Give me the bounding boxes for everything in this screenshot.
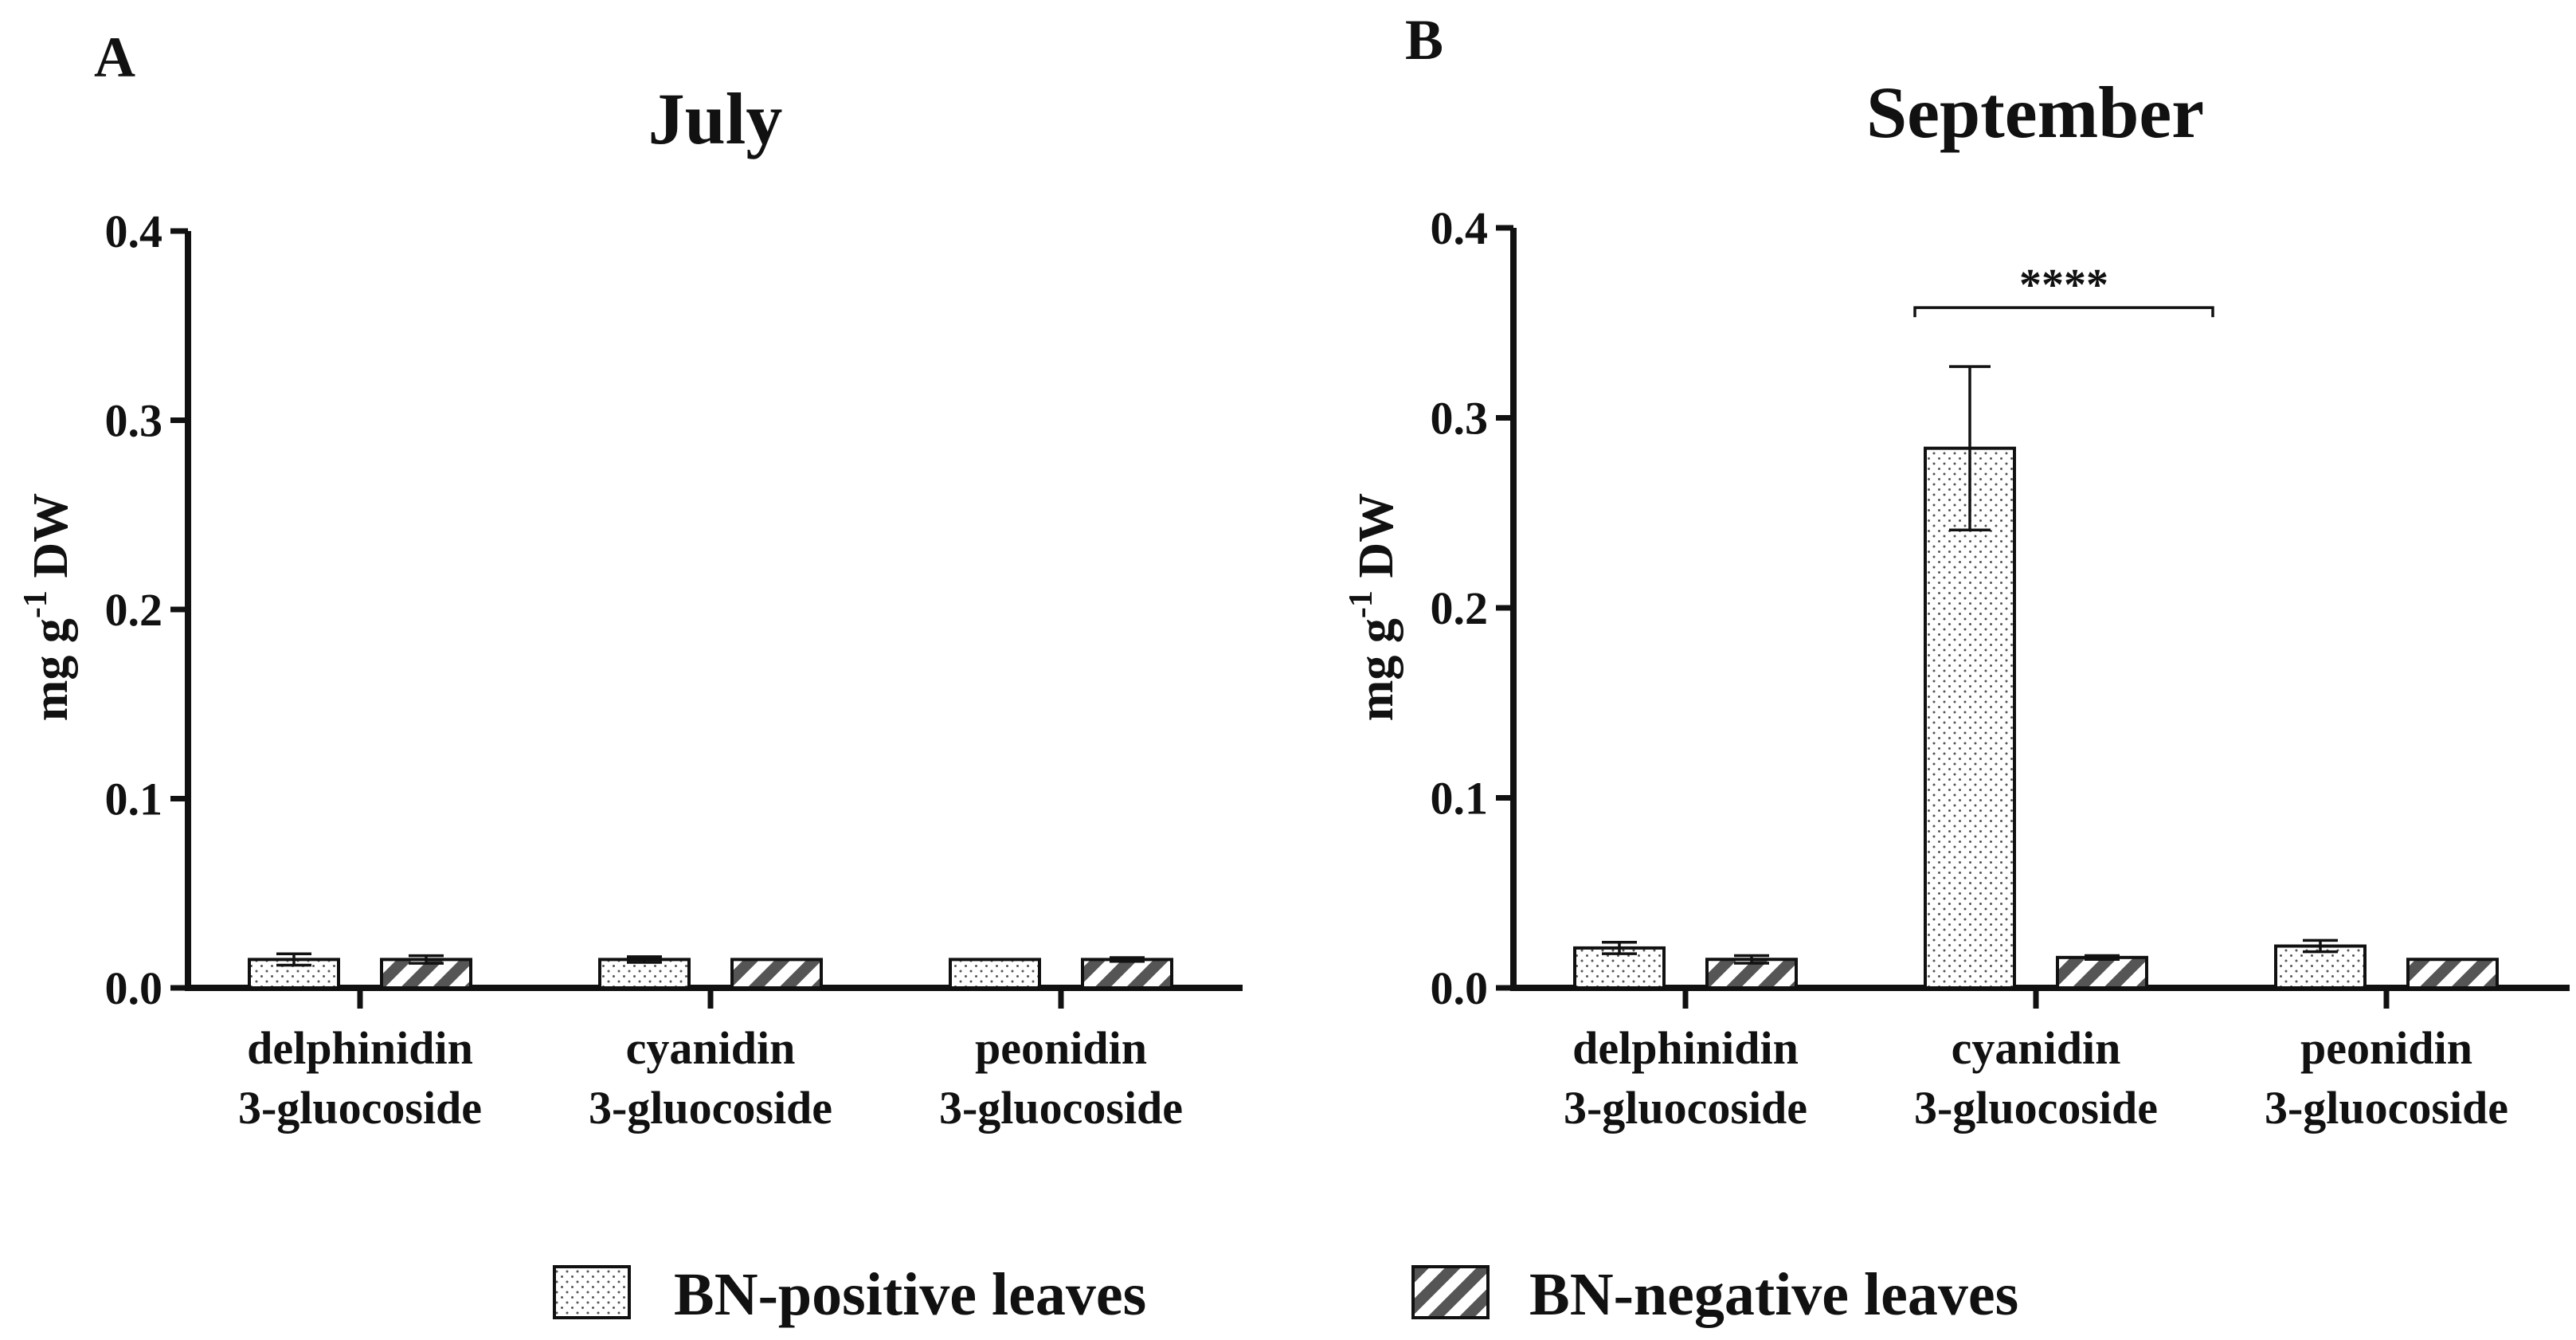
error-bar	[1110, 956, 1145, 963]
panel-b-letter: B	[1405, 8, 1443, 72]
bar-bn-negative	[2406, 958, 2499, 989]
x-category-label-line2: 3-gluocoside	[1914, 1082, 2158, 1134]
y-tick-label: 0.3	[1431, 393, 1489, 445]
panel-b-plot-area: 0.0 0.1 0.2 0.3 0.4 delphinidin 3-gluocoside cy…	[1431, 202, 2570, 1134]
error-bar	[2085, 954, 2120, 961]
legend-item-bn-negative: BN-negative leaves	[1411, 1261, 2018, 1328]
panel-a-letter: A	[94, 25, 135, 89]
x-category-label-line1: delphinidin	[247, 1022, 473, 1074]
y-tick-label: 0.4	[1431, 202, 1489, 254]
panel-a-y-axis-label: mg g-1 DW	[18, 493, 78, 721]
bar-bn-positive	[598, 958, 691, 989]
x-category-label-line1: peonidin	[975, 1022, 1147, 1074]
panel-a-title: July	[648, 78, 783, 159]
legend: BN-positive leaves BN-negative leaves	[553, 1261, 2018, 1328]
x-category-label-line1: cyanidin	[1952, 1022, 2121, 1074]
x-category-label-line1: peonidin	[2300, 1022, 2472, 1074]
error-bar	[1949, 365, 1991, 531]
x-category-label-line2: 3-gluocoside	[1564, 1082, 1807, 1134]
legend-swatch-stripes	[1411, 1265, 1490, 1319]
bar-bn-positive	[949, 958, 1041, 989]
significance-label: ****	[2019, 261, 2108, 310]
panel-b-chart: B September mg g-1 DW 0.0 0.1 0.2 0.3 0.4 del…	[1343, 8, 2570, 1134]
bar-bn-negative	[730, 958, 823, 989]
x-category-label-line1: delphinidin	[1572, 1022, 1799, 1074]
legend-label-bn-negative: BN-negative leaves	[1529, 1261, 2018, 1328]
y-tick-label: 0.0	[1431, 962, 1489, 1014]
bar-bn-positive	[1924, 446, 2016, 989]
panel-a-plot-area: 0.0 0.1 0.2 0.3 0.4 delphinidin 3-gluocoside cy…	[105, 206, 1243, 1134]
error-bar	[409, 954, 444, 965]
x-category-label-line2: 3-gluocoside	[2265, 1082, 2508, 1134]
x-category-label-line2: 3-gluocoside	[589, 1082, 832, 1134]
bar-bn-negative	[2056, 955, 2148, 989]
error-bar	[1734, 954, 1769, 965]
error-bar	[627, 955, 662, 964]
significance-bracket	[1913, 306, 2214, 318]
error-bar	[1602, 941, 1637, 955]
legend-swatch-dots	[553, 1265, 631, 1319]
bar-bn-negative	[1081, 958, 1173, 989]
y-tick-label: 0.0	[105, 962, 163, 1014]
y-tick-label: 0.2	[105, 584, 163, 636]
y-tick-label: 0.1	[105, 774, 163, 825]
legend-item-bn-positive: BN-positive leaves	[553, 1261, 1146, 1328]
panel-b-y-axis-label: mg g-1 DW	[1343, 493, 1403, 721]
x-category-label-line2: 3-gluocoside	[939, 1082, 1183, 1134]
error-bar	[2303, 938, 2338, 954]
error-bar	[276, 952, 311, 967]
y-tick-label: 0.4	[105, 206, 163, 257]
y-tick-label: 0.1	[1431, 773, 1489, 825]
panel-b-title: September	[1866, 72, 2204, 153]
x-category-label-line1: cyanidin	[626, 1022, 796, 1074]
x-category-label-line2: 3-gluocoside	[238, 1082, 482, 1134]
panel-a-chart: A July mg g-1 DW 0.0 0.1 0.2 0.3 0.4 delphini…	[18, 25, 1243, 1134]
y-tick-label: 0.3	[105, 395, 163, 447]
y-tick-label: 0.2	[1431, 582, 1489, 634]
legend-label-bn-positive: BN-positive leaves	[674, 1261, 1146, 1328]
